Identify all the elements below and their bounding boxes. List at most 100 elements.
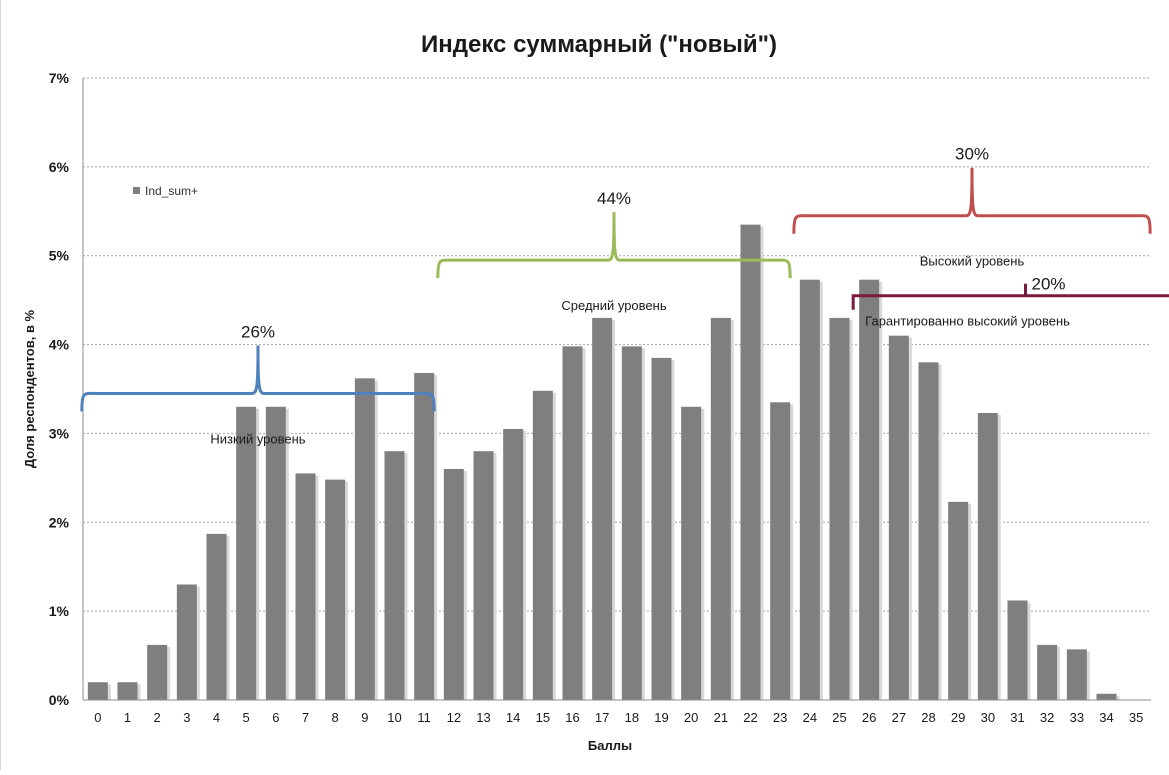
x-tick-label: 22: [743, 710, 757, 725]
bar: [147, 644, 168, 700]
y-tick-label: 7%: [49, 70, 70, 86]
percent-label: 26%: [241, 322, 275, 341]
bar: [473, 451, 494, 700]
x-tick-label: 6: [272, 710, 279, 725]
x-tick-label: 0: [94, 710, 101, 725]
x-tick-label: 30: [981, 710, 995, 725]
bar: [176, 584, 197, 700]
bar: [977, 412, 998, 700]
x-tick-label: 1: [124, 710, 131, 725]
y-axis-title: Доля респондентов, в %: [22, 309, 37, 468]
x-tick-label: 16: [565, 710, 579, 725]
legend-swatch: [133, 187, 140, 194]
bar: [740, 224, 761, 700]
bar: [443, 468, 464, 700]
bar: [325, 479, 346, 700]
bar: [1066, 649, 1087, 700]
x-tick-label: 32: [1040, 710, 1054, 725]
bar: [295, 473, 316, 700]
bar: [592, 317, 613, 700]
x-tick-label: 7: [302, 710, 309, 725]
x-tick-label: 18: [625, 710, 639, 725]
percent-label: 20%: [1032, 275, 1066, 294]
x-tick-label: 25: [832, 710, 846, 725]
x-tick-label: 23: [773, 710, 787, 725]
bar: [236, 406, 257, 700]
legend-label: Ind_sum+: [145, 184, 198, 198]
x-tick-label: 13: [476, 710, 490, 725]
bar: [206, 533, 227, 700]
brace: [436, 212, 792, 279]
x-tick-label: 26: [862, 710, 876, 725]
bar: [414, 373, 435, 700]
level-label: Средний уровень: [561, 298, 666, 313]
level-label: Гарантированно высокий уровень: [865, 314, 1070, 329]
bar: [354, 378, 375, 700]
level-label: Высокий уровень: [920, 254, 1025, 269]
percent-label: 30%: [955, 145, 989, 164]
x-tick-label: 34: [1099, 710, 1113, 725]
x-tick-label: 10: [387, 710, 401, 725]
bar: [829, 317, 850, 700]
brace: [792, 167, 1152, 234]
bar: [117, 682, 138, 700]
bar: [710, 317, 731, 700]
x-tick-label: 3: [183, 710, 190, 725]
percent-label: 44%: [597, 189, 631, 208]
brace: [80, 345, 436, 412]
y-tick-label: 3%: [49, 425, 70, 441]
bar: [681, 406, 702, 700]
x-tick-label: 11: [417, 710, 431, 725]
bar: [918, 362, 939, 700]
bar: [799, 279, 820, 700]
bar: [948, 501, 969, 700]
x-tick-label: 24: [803, 710, 817, 725]
x-tick-label: 12: [447, 710, 461, 725]
x-tick-label: 14: [506, 710, 520, 725]
x-tick-label: 5: [243, 710, 250, 725]
x-tick-label: 27: [892, 710, 906, 725]
bars: [87, 224, 1120, 700]
y-tick-label: 0%: [49, 692, 70, 708]
x-tick-label: 19: [654, 710, 668, 725]
bar: [503, 428, 524, 700]
bar: [651, 357, 672, 700]
bar: [859, 279, 880, 700]
x-tick-label: 29: [951, 710, 965, 725]
bar: [1096, 693, 1117, 700]
bar: [1037, 644, 1058, 700]
axes: 0%1%2%3%4%5%6%7%0 1 2 3 4 5 6 7 8 9 10 11 12 13 14 15 16…: [49, 70, 1151, 725]
level-label: Низкий уровень: [210, 431, 305, 446]
bar: [265, 406, 286, 700]
x-tick-label: 2: [154, 710, 161, 725]
x-tick-label: 15: [536, 710, 550, 725]
x-tick-label: 17: [595, 710, 609, 725]
x-tick-label: 9: [361, 710, 368, 725]
x-tick-label: 31: [1010, 710, 1024, 725]
bar: [562, 346, 583, 700]
x-tick-label: 21: [714, 710, 728, 725]
bar: [888, 335, 909, 700]
y-tick-label: 5%: [49, 248, 70, 264]
y-tick-label: 2%: [49, 514, 70, 530]
bar: [621, 346, 642, 700]
y-tick-label: 4%: [49, 337, 70, 353]
y-tick-label: 6%: [49, 159, 70, 175]
x-tick-label: 33: [1070, 710, 1084, 725]
bar: [770, 402, 791, 700]
x-tick-label: 4: [213, 710, 220, 725]
x-tick-label: 20: [684, 710, 698, 725]
chart-title: Индекс суммарный ("новый"): [421, 31, 777, 58]
bar: [532, 390, 553, 700]
bar: [384, 451, 405, 700]
legend: Ind_sum+: [133, 184, 198, 198]
x-tick-label: 28: [921, 710, 935, 725]
bracket: [851, 283, 1169, 310]
bar: [1007, 600, 1028, 700]
bar: [87, 682, 108, 700]
y-tick-label: 1%: [49, 603, 70, 619]
x-axis-title: Баллы: [588, 738, 632, 753]
annotations: 26% Низкий уровень 44% Средний уровень 30% Вы…: [80, 145, 1169, 446]
